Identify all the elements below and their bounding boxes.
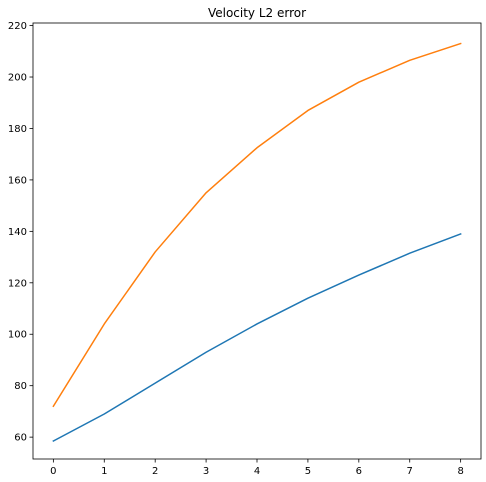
y-tick-label: 220 xyxy=(8,21,27,32)
series-layer xyxy=(52,42,462,443)
x-tick-label: 6 xyxy=(356,466,362,477)
x-tick-label: 1 xyxy=(101,466,107,477)
y-tick-label: 120 xyxy=(8,278,27,289)
x-tick-label: 8 xyxy=(457,466,463,477)
x-tick-label: 4 xyxy=(254,466,260,477)
y-tick-label: 100 xyxy=(8,330,27,341)
x-tick-label: 7 xyxy=(407,466,413,477)
chart-title: Velocity L2 error xyxy=(208,6,306,20)
axes-layer: 0 1 2 3 4 5 6 7 8 60 80 100 120 140 160 180 200 220 xyxy=(8,21,482,477)
series-line-2 xyxy=(52,42,462,408)
series-line-1 xyxy=(52,232,462,443)
y-tick-label: 160 xyxy=(8,175,27,186)
y-tick-label: 140 xyxy=(8,227,27,238)
x-tick-label: 0 xyxy=(50,466,56,477)
x-tick-label: 3 xyxy=(203,466,209,477)
x-tick-label: 5 xyxy=(305,466,311,477)
y-tick-label: 80 xyxy=(14,381,27,392)
y-tick-label: 180 xyxy=(8,124,27,135)
plot-frame xyxy=(32,22,482,460)
y-tick-label: 60 xyxy=(14,433,27,444)
x-tick-label: 2 xyxy=(152,466,158,477)
y-tick-label: 200 xyxy=(8,73,27,84)
